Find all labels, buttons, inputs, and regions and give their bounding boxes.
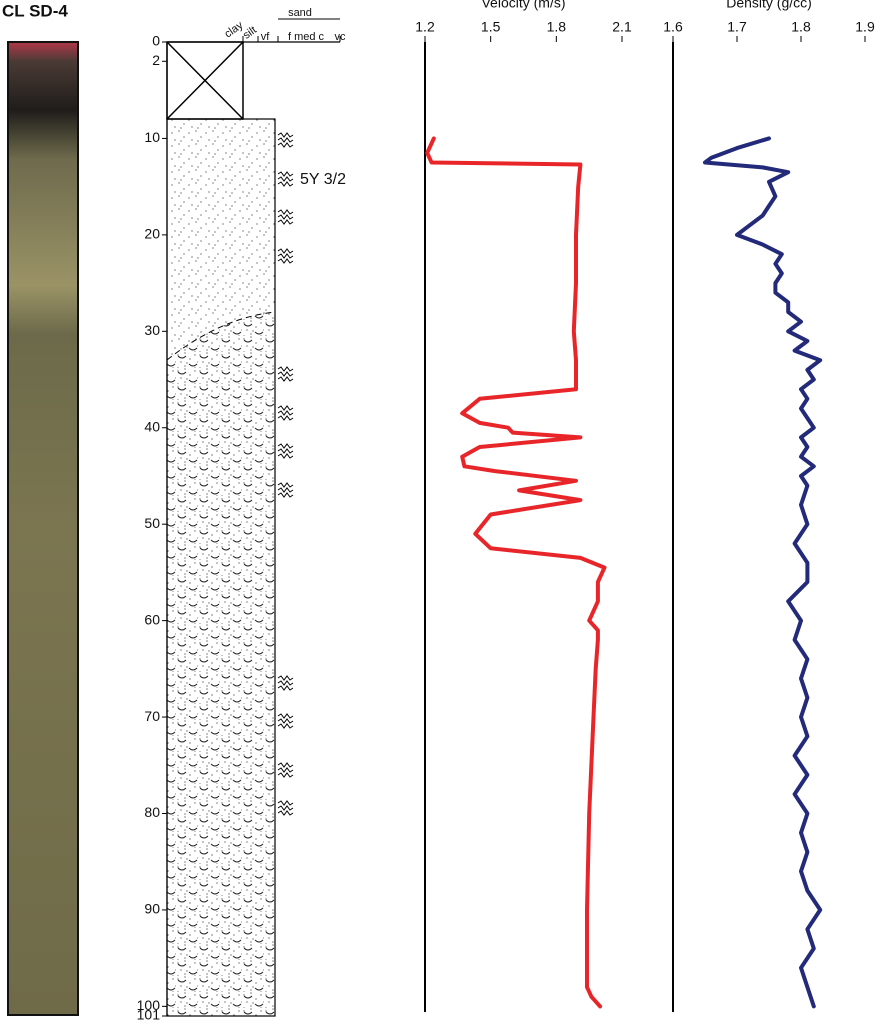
wavy-line bbox=[277, 448, 294, 454]
x-tick-label: 1.2 bbox=[415, 19, 435, 35]
wavy-line bbox=[277, 214, 294, 220]
depth-tick-label: 50 bbox=[144, 515, 160, 531]
depth-tick-label: 70 bbox=[144, 708, 160, 724]
wavy-line bbox=[277, 248, 294, 254]
depth-tick-label: 40 bbox=[144, 418, 160, 434]
wavy-line bbox=[277, 209, 294, 215]
x-tick-label: 2.1 bbox=[612, 19, 632, 35]
depth-tick-label: 60 bbox=[144, 611, 160, 627]
depth-tick-label: 30 bbox=[144, 322, 160, 338]
wavy-line bbox=[277, 171, 294, 177]
wavy-line bbox=[277, 366, 294, 372]
depth-tick-label: 80 bbox=[144, 804, 160, 820]
profile-line bbox=[703, 136, 823, 1009]
wavy-line bbox=[277, 253, 294, 259]
depth-tick-label: 10 bbox=[144, 129, 160, 145]
grain-size-label: vf bbox=[261, 31, 271, 43]
wavy-line bbox=[277, 132, 294, 138]
wavy-line bbox=[277, 800, 294, 806]
color-annotation: 5Y 3/2 bbox=[300, 171, 346, 188]
depth-tick-label: 100 bbox=[137, 997, 161, 1013]
sand-unit bbox=[167, 119, 275, 360]
depth-tick-label: 0 bbox=[152, 33, 160, 49]
wavy-line bbox=[277, 723, 294, 729]
profile-line bbox=[425, 136, 607, 1009]
wavy-line bbox=[277, 810, 294, 816]
depth-tick-label: 2 bbox=[152, 52, 160, 68]
wavy-line bbox=[277, 176, 294, 182]
wavy-line bbox=[277, 142, 294, 148]
depth-tick-label: 101 bbox=[137, 1007, 161, 1023]
wavy-line bbox=[277, 685, 294, 691]
lamination-symbols bbox=[277, 132, 294, 816]
wavy-line bbox=[277, 762, 294, 768]
wavy-line bbox=[277, 805, 294, 811]
wavy-line bbox=[277, 181, 294, 187]
grain-size-label: f med c bbox=[288, 31, 325, 43]
x-tick-label: 1.7 bbox=[727, 19, 747, 35]
x-tick-label: 1.5 bbox=[481, 19, 501, 35]
depth-tick-label: 90 bbox=[144, 901, 160, 917]
wavy-line bbox=[277, 258, 294, 264]
wavy-line bbox=[277, 772, 294, 778]
wavy-line bbox=[277, 410, 294, 416]
grain-group-label: sand bbox=[288, 7, 312, 19]
wavy-line bbox=[277, 376, 294, 382]
void-cross bbox=[166, 41, 244, 120]
core-photo bbox=[7, 41, 79, 1016]
wavy-line bbox=[277, 487, 294, 493]
depth-tick-label: 20 bbox=[144, 226, 160, 242]
x-tick-label: 1.8 bbox=[547, 19, 567, 35]
wavy-line bbox=[277, 405, 294, 411]
shelly-sand-unit bbox=[167, 312, 275, 1016]
panel-title: Density (g/cc) bbox=[726, 0, 812, 11]
wavy-line bbox=[277, 492, 294, 498]
x-tick-label: 1.6 bbox=[663, 19, 683, 35]
wavy-line bbox=[277, 415, 294, 421]
wavy-line bbox=[277, 482, 294, 488]
wavy-line bbox=[277, 219, 294, 225]
wavy-line bbox=[277, 680, 294, 686]
wavy-line bbox=[277, 443, 294, 449]
wavy-line bbox=[277, 453, 294, 459]
wavy-line bbox=[277, 675, 294, 681]
wavy-line bbox=[277, 137, 294, 143]
wavy-line bbox=[277, 767, 294, 773]
panel-title: Velocity (m/s) bbox=[481, 0, 565, 11]
core-title: CL SD-4 bbox=[2, 1, 68, 20]
wavy-line bbox=[277, 371, 294, 377]
wavy-line bbox=[277, 718, 294, 724]
x-tick-label: 1.9 bbox=[855, 19, 875, 35]
gradational-contact bbox=[166, 311, 276, 361]
x-tick-label: 1.8 bbox=[791, 19, 811, 35]
wavy-line bbox=[277, 713, 294, 719]
